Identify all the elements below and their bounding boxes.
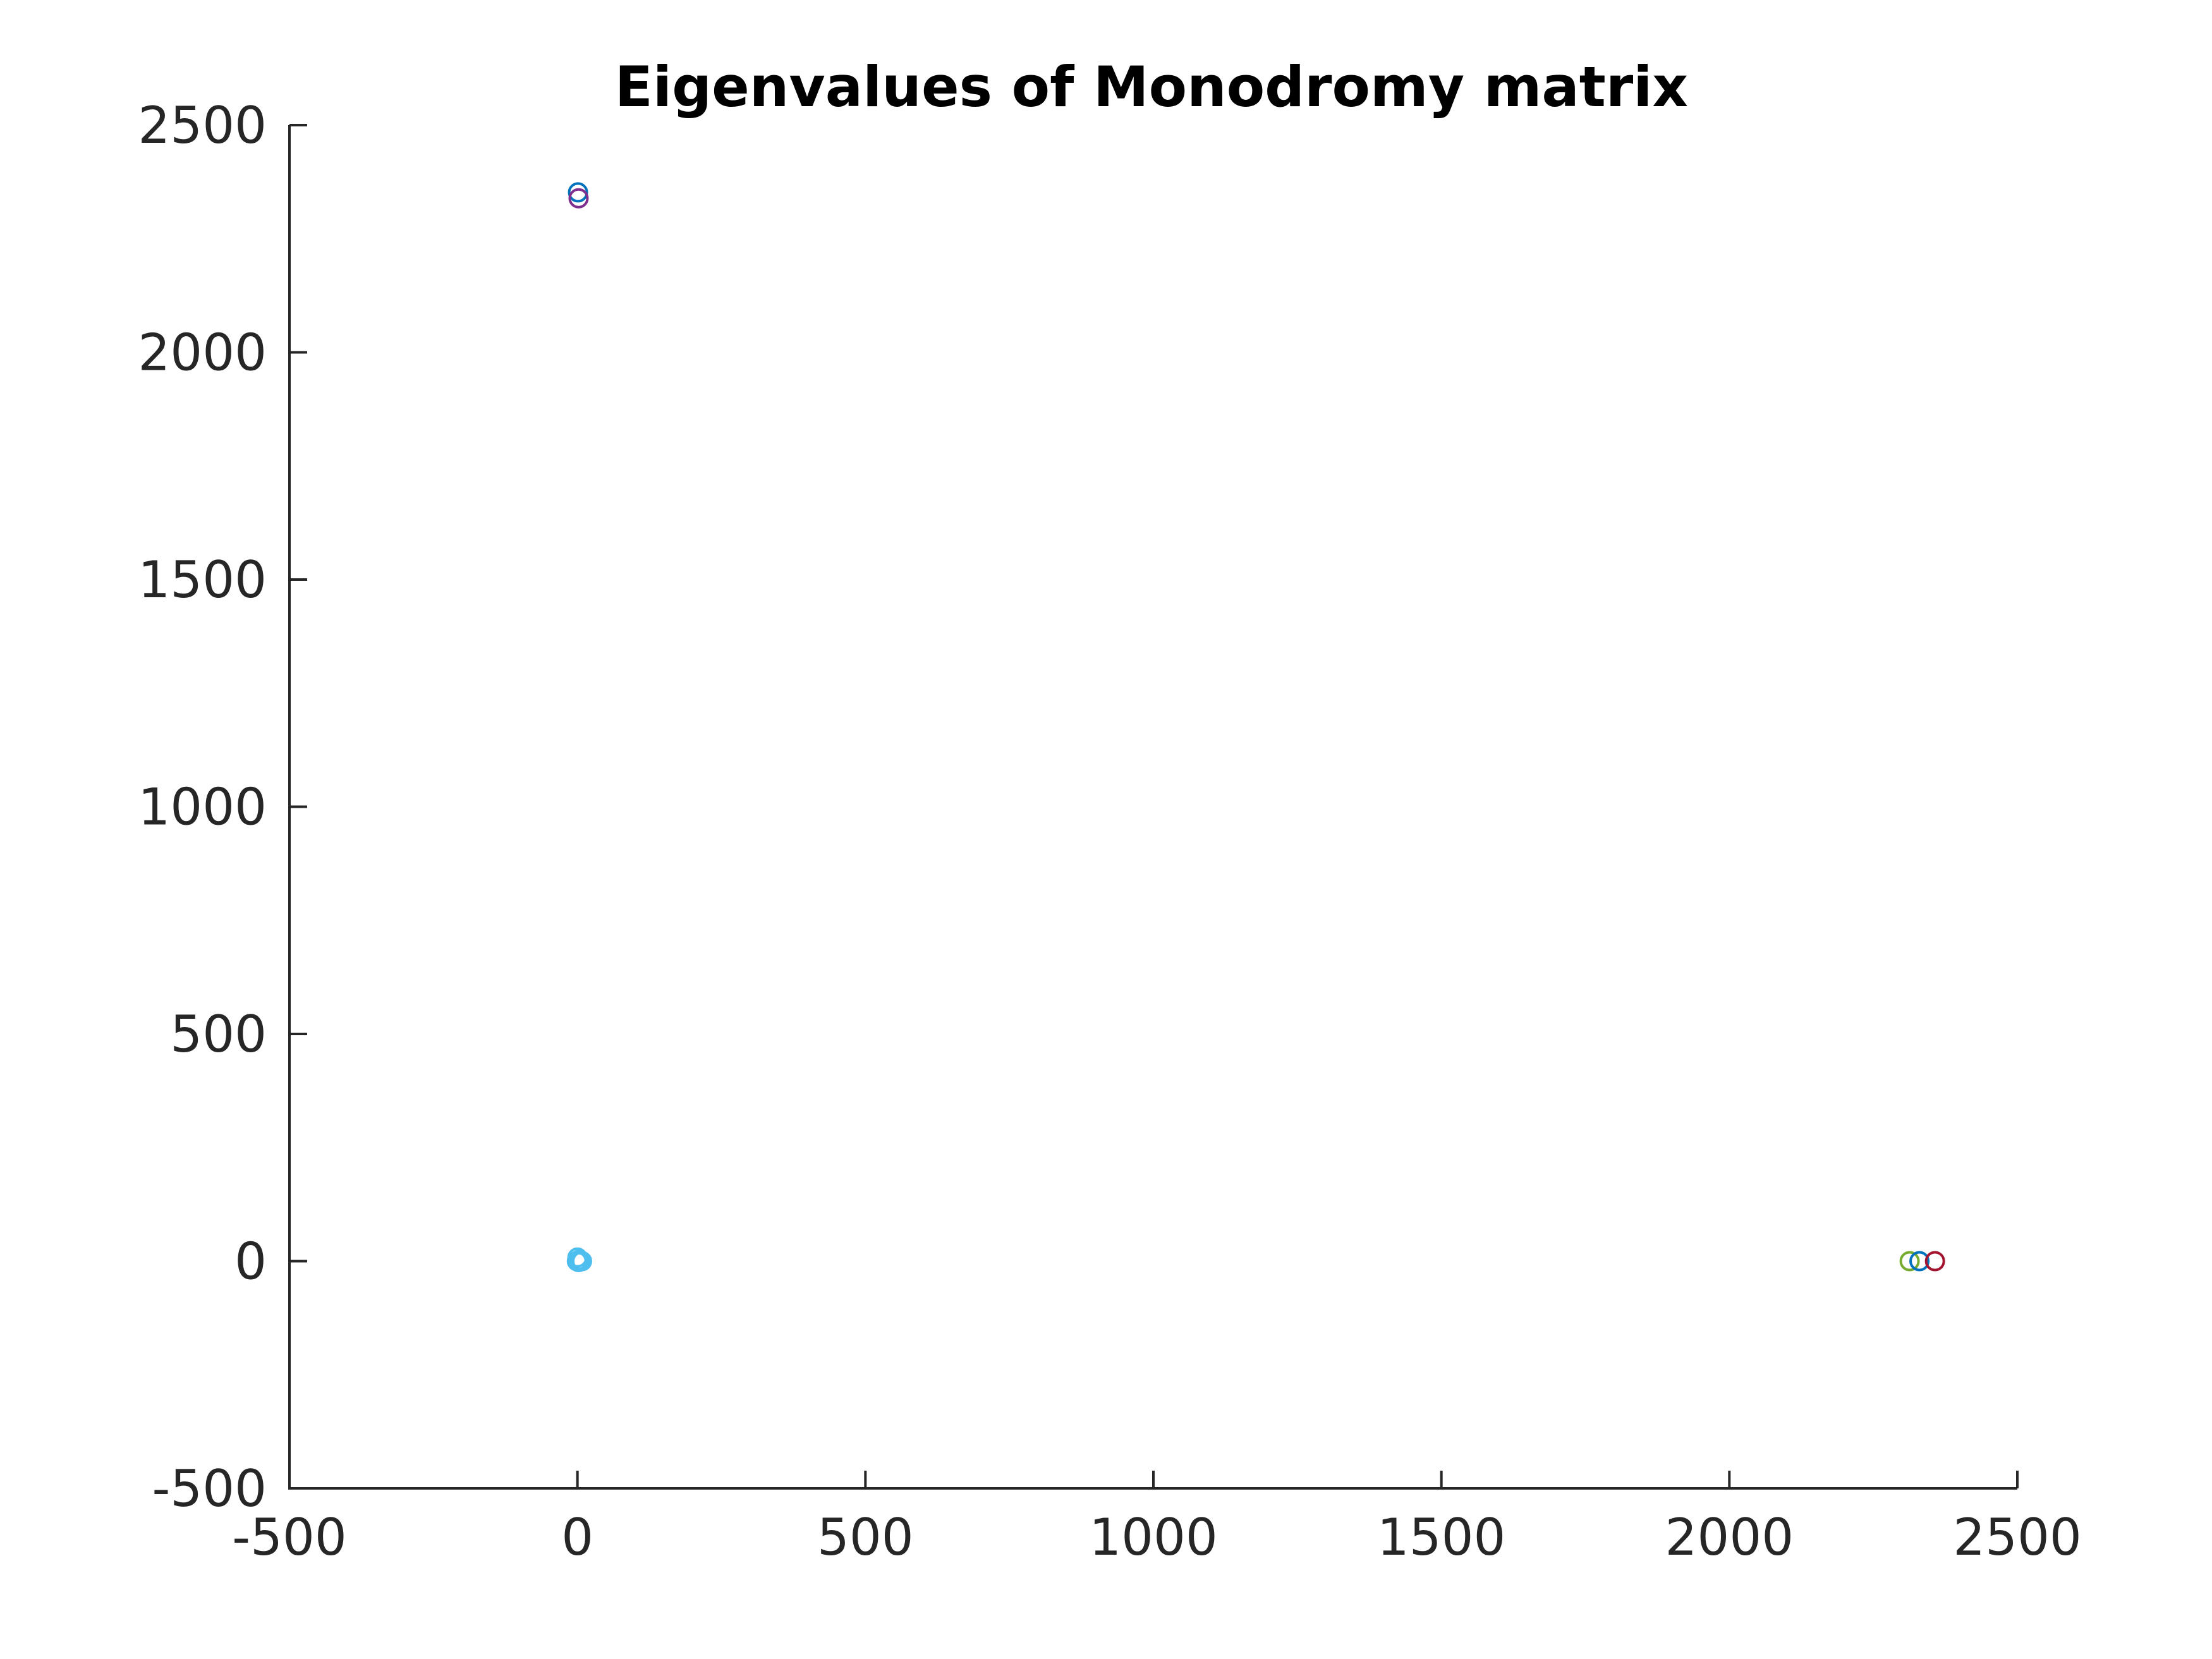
y-tick-label: 500 — [170, 1005, 267, 1064]
y-tick-label: 2500 — [138, 96, 267, 155]
chart-title: Eigenvalues of Monodromy matrix — [615, 54, 1688, 119]
data-point — [1909, 1251, 1930, 1272]
x-tick-label: 500 — [817, 1508, 914, 1567]
y-tick-label: 2000 — [138, 324, 267, 382]
x-tick-label: 1000 — [1089, 1508, 1218, 1567]
x-tick-label: 2500 — [1953, 1508, 2082, 1567]
x-axis: -500 0 500 1000 1500 2000 2500 — [232, 1471, 2082, 1567]
y-tick-label: -500 — [152, 1459, 267, 1518]
y-tick-label: 1500 — [138, 550, 267, 609]
x-tick-label: 1500 — [1377, 1508, 1506, 1567]
y-tick-label: 1000 — [138, 778, 267, 837]
data-point — [568, 188, 589, 209]
data-point — [1924, 1251, 1945, 1272]
data-points — [566, 182, 1945, 1272]
y-axis: -500 0 500 1000 1500 2000 2500 — [138, 96, 307, 1518]
y-tick-label: 0 — [234, 1232, 267, 1291]
data-point — [569, 1249, 590, 1270]
x-tick-label: 2000 — [1665, 1508, 1794, 1567]
data-point — [1899, 1251, 1920, 1272]
x-tick-label: -500 — [232, 1508, 347, 1567]
axes-box — [288, 125, 2017, 1490]
x-tick-label: 0 — [561, 1508, 593, 1567]
data-point — [568, 182, 588, 203]
